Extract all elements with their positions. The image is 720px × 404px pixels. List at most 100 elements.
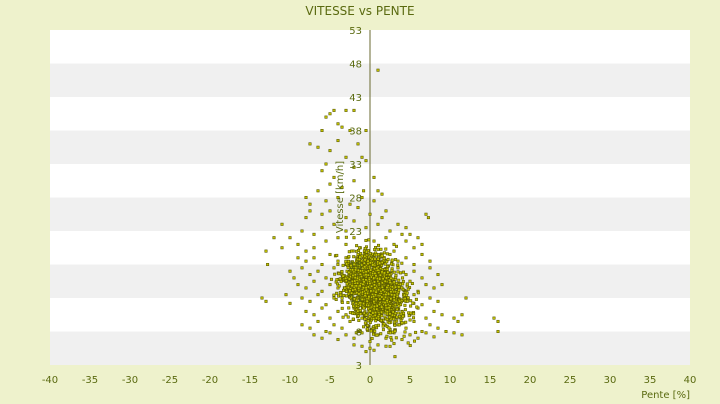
data-point	[312, 313, 316, 317]
x-tick-label: 20	[524, 375, 537, 386]
data-points	[260, 68, 500, 359]
data-point	[320, 129, 324, 133]
data-point	[308, 299, 312, 303]
data-point	[335, 253, 339, 257]
data-point	[378, 273, 382, 277]
data-point	[414, 297, 418, 301]
data-point	[360, 263, 364, 267]
data-point	[381, 328, 385, 332]
data-point	[424, 316, 428, 320]
data-point	[392, 293, 396, 297]
data-point	[372, 175, 376, 179]
data-point	[376, 343, 380, 347]
x-tick-label: 25	[564, 375, 577, 386]
data-point	[452, 316, 456, 320]
data-point	[374, 290, 378, 294]
data-point	[352, 343, 356, 347]
data-point	[364, 159, 368, 163]
data-point	[336, 259, 340, 263]
data-point	[356, 309, 360, 313]
data-point	[352, 255, 356, 259]
data-point	[384, 236, 388, 240]
data-point	[358, 308, 362, 312]
data-point	[388, 273, 392, 277]
data-point	[395, 307, 399, 311]
data-point	[379, 332, 383, 336]
data-point	[397, 285, 401, 289]
data-point	[398, 299, 402, 303]
chart-title: VITESSE vs PENTE	[305, 4, 414, 18]
data-point	[364, 350, 368, 354]
data-point	[386, 257, 390, 261]
data-point	[354, 301, 358, 305]
data-point	[336, 236, 340, 240]
data-point	[393, 285, 397, 289]
x-tick-label: 10	[444, 375, 457, 386]
data-point	[362, 189, 366, 193]
data-point	[412, 319, 416, 323]
data-point	[393, 329, 397, 333]
data-point	[264, 249, 268, 253]
data-point	[360, 297, 364, 301]
data-point	[407, 311, 411, 315]
data-point	[380, 295, 384, 299]
data-point	[336, 309, 340, 313]
data-point	[373, 257, 377, 261]
data-point	[368, 309, 372, 313]
data-point	[340, 270, 344, 274]
data-point	[366, 262, 370, 266]
data-point	[378, 277, 382, 281]
x-tick-label: 15	[484, 375, 497, 386]
data-point	[344, 235, 348, 239]
data-point	[410, 281, 414, 285]
x-tick-label: -10	[282, 375, 298, 386]
data-point	[366, 303, 370, 307]
data-point	[406, 296, 410, 300]
data-point	[346, 315, 350, 319]
data-point	[340, 300, 344, 304]
data-point	[356, 281, 360, 285]
data-point	[300, 229, 304, 233]
data-point	[390, 293, 394, 297]
data-point	[312, 333, 316, 337]
data-point	[347, 270, 351, 274]
data-point	[357, 292, 361, 296]
data-point	[304, 216, 308, 220]
data-point	[362, 306, 366, 310]
data-point	[363, 254, 367, 258]
data-point	[345, 262, 349, 266]
data-point	[354, 331, 358, 335]
x-tick-label: -25	[162, 375, 178, 386]
data-point	[351, 304, 355, 308]
data-point	[264, 299, 268, 303]
data-point	[324, 115, 328, 119]
data-point	[351, 260, 355, 264]
data-point	[398, 282, 402, 286]
data-point	[374, 253, 378, 257]
data-point	[389, 290, 393, 294]
data-point	[304, 196, 308, 200]
data-point	[316, 145, 320, 149]
x-tick-label: -35	[82, 375, 98, 386]
data-point	[362, 311, 366, 315]
data-point	[387, 306, 391, 310]
data-point	[394, 336, 398, 340]
data-point	[353, 273, 357, 277]
data-point	[341, 274, 345, 278]
data-point	[356, 206, 360, 210]
data-point	[358, 255, 362, 259]
data-point	[358, 260, 362, 264]
data-point	[367, 238, 371, 242]
data-point	[332, 175, 336, 179]
data-point	[350, 284, 354, 288]
data-point	[364, 273, 368, 277]
data-point	[332, 323, 336, 327]
data-point	[376, 68, 380, 72]
data-point	[350, 291, 354, 295]
x-tick-labels: -40 -35 -30 -25 -20 -15 -10 -5 0 5 10 15 20 25 30 35 40	[42, 375, 697, 386]
data-point	[401, 279, 405, 283]
data-point	[328, 316, 332, 320]
data-point	[392, 280, 396, 284]
data-point	[375, 333, 379, 337]
